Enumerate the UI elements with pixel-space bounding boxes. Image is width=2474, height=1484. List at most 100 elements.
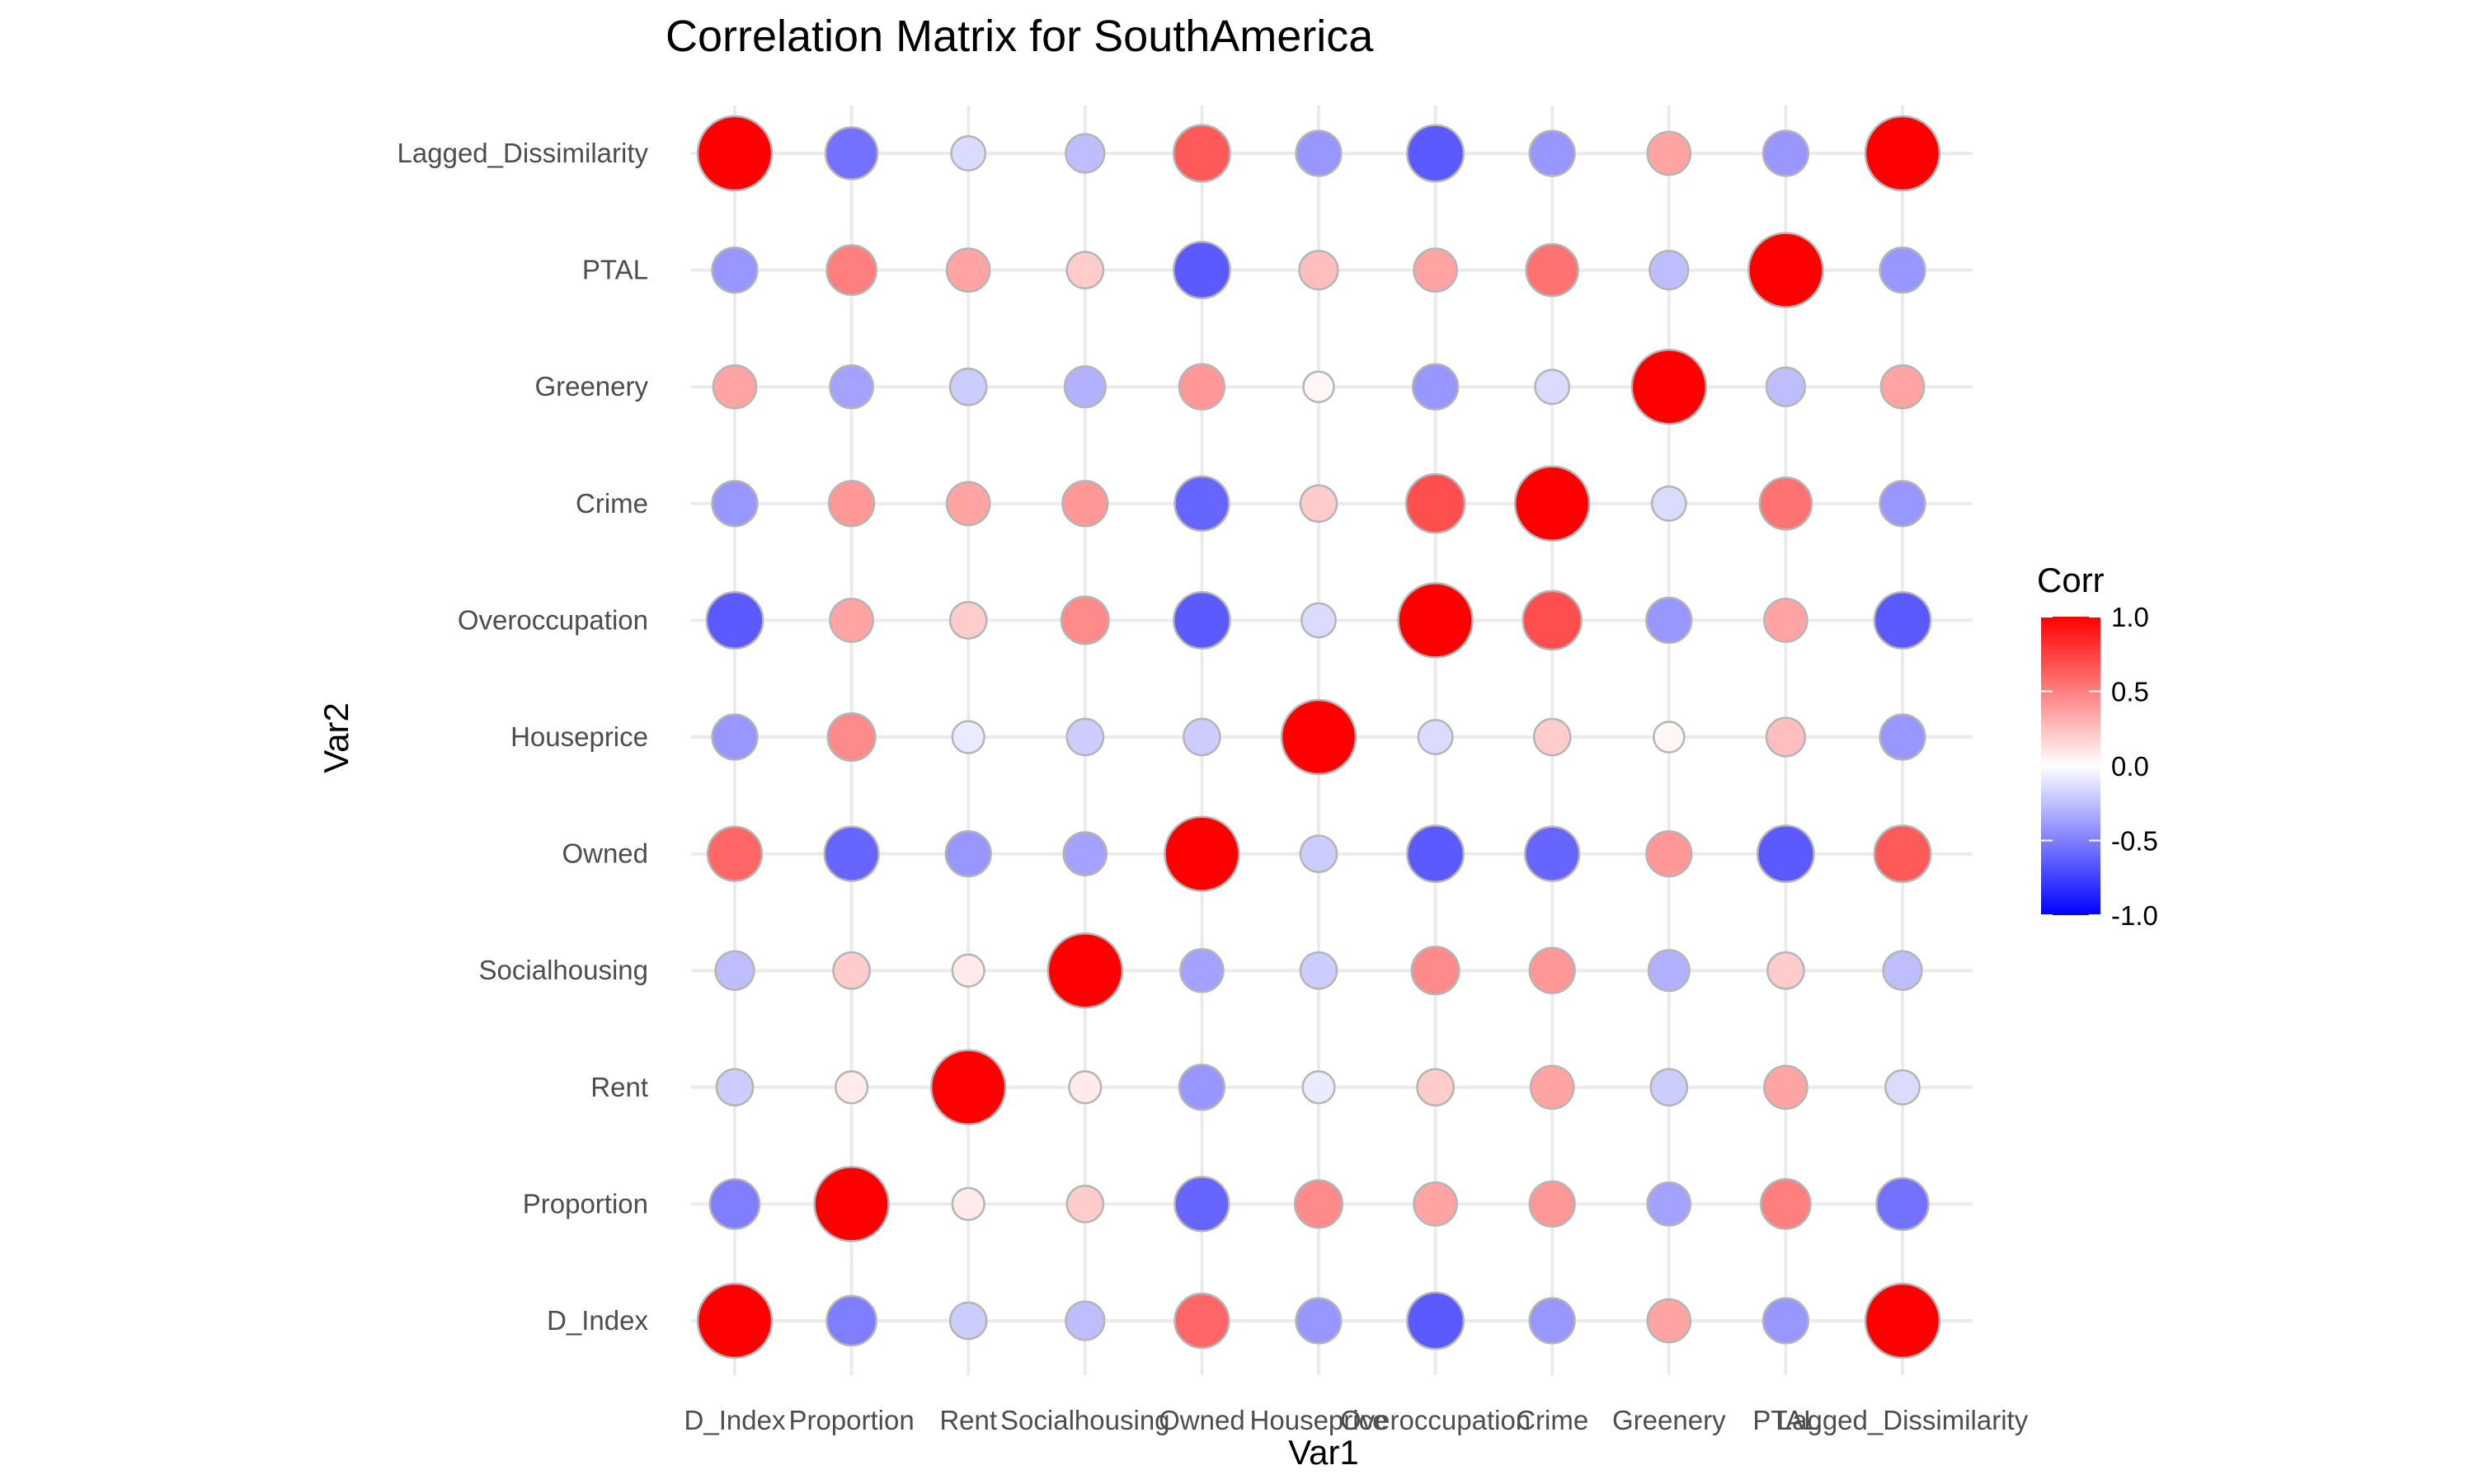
x-axis-title: Var1 <box>1288 1433 1359 1472</box>
corr-point-Proportion-PTAL <box>825 244 877 296</box>
correlation-points <box>696 115 1941 1360</box>
corr-point-Socialhousing-Owned <box>1062 831 1108 876</box>
corr-point-Lagged_Dissimilarity-Greenery <box>1879 364 1926 410</box>
corr-point-Houseprice-PTAL <box>1298 249 1339 291</box>
corr-point-D_Index-D_Index <box>696 1282 774 1360</box>
legend-title: Corr <box>2037 561 2105 599</box>
corr-point-Greenery-Proportion <box>1646 1181 1692 1227</box>
x-tick-label: Houseprice <box>1250 1405 1388 1435</box>
x-tick-label: PTAL <box>1752 1405 1818 1435</box>
corr-point-Rent-Lagged_Dissimilarity <box>950 135 987 171</box>
color-legend: Corr 1.0 0.5 0.0 -0.5 -1.0 <box>2037 561 2158 931</box>
legend-tick-label: 0.5 <box>2111 677 2149 707</box>
legend-tick-label: -1.0 <box>2111 900 2158 931</box>
legend-tick-label: -0.5 <box>2111 826 2158 857</box>
corr-point-Owned-Greenery <box>1178 363 1226 411</box>
corr-point-Lagged_Dissimilarity-PTAL <box>1879 246 1926 294</box>
x-tick-label: Overoccupation <box>1340 1405 1531 1435</box>
corr-point-Greenery-Socialhousing <box>1647 949 1691 993</box>
corr-point-Greenery-Greenery <box>1630 348 1708 425</box>
corr-point-Rent-D_Index <box>948 1301 988 1341</box>
corr-point-PTAL-Owned <box>1756 824 1815 884</box>
corr-point-Lagged_Dissimilarity-Proportion <box>1875 1176 1930 1232</box>
corr-point-Owned-Proportion <box>1174 1176 1230 1233</box>
y-tick-label: Socialhousing <box>479 955 648 985</box>
corr-point-Lagged_Dissimilarity-Lagged_Dissimilarity <box>1864 115 1941 192</box>
corr-point-Greenery-D_Index <box>1646 1298 1692 1344</box>
y-tick-label: Rent <box>590 1072 648 1102</box>
corr-point-Houseprice-D_Index <box>1295 1297 1343 1345</box>
corr-point-Proportion-Socialhousing <box>832 951 871 990</box>
corr-point-Lagged_Dissimilarity-Crime <box>1879 480 1926 528</box>
corr-point-PTAL-Greenery <box>1765 366 1807 407</box>
corr-point-Socialhousing-Rent <box>1068 1070 1103 1105</box>
corr-point-Overoccupation-Overoccupation <box>1397 582 1474 659</box>
corr-point-Lagged_Dissimilarity-Socialhousing <box>1882 950 1923 991</box>
corr-point-Houseprice-Socialhousing <box>1299 951 1338 990</box>
corr-point-Proportion-Houseprice <box>826 711 877 763</box>
corr-point-PTAL-PTAL <box>1747 232 1824 308</box>
corr-point-Lagged_Dissimilarity-Overoccupation <box>1873 590 1932 650</box>
y-tick-label: Greenery <box>534 371 648 402</box>
corr-point-D_Index-Greenery <box>712 364 758 410</box>
corr-point-Lagged_Dissimilarity-Houseprice <box>1879 713 1926 761</box>
corr-point-Houseprice-Greenery <box>1302 370 1335 403</box>
corr-point-Lagged_Dissimilarity-D_Index <box>1864 1282 1941 1360</box>
y-tick-label: Owned <box>562 838 648 869</box>
corr-point-Socialhousing-Houseprice <box>1065 717 1105 757</box>
x-tick-label: Proportion <box>788 1405 914 1435</box>
corr-point-Rent-Proportion <box>951 1186 985 1222</box>
corr-point-Overoccupation-Owned <box>1406 824 1465 884</box>
corr-point-Crime-Socialhousing <box>1528 946 1576 994</box>
corr-point-Crime-D_Index <box>1528 1297 1576 1345</box>
corr-point-Houseprice-Proportion <box>1293 1179 1344 1229</box>
corr-point-Socialhousing-PTAL <box>1065 251 1105 289</box>
corr-point-Houseprice-Lagged_Dissimilarity <box>1295 129 1343 177</box>
corr-point-Rent-Owned <box>944 829 992 878</box>
corr-point-PTAL-Houseprice <box>1765 716 1807 758</box>
corr-point-Crime-Lagged_Dissimilarity <box>1528 129 1576 177</box>
corr-point-Rent-Socialhousing <box>951 953 985 988</box>
corr-point-D_Index-Lagged_Dissimilarity <box>696 115 774 192</box>
corr-point-Houseprice-Houseprice <box>1280 698 1357 776</box>
corr-point-Lagged_Dissimilarity-Owned <box>1873 824 1932 884</box>
corr-point-D_Index-Overoccupation <box>705 590 764 650</box>
corr-point-Socialhousing-Overoccupation <box>1060 595 1110 646</box>
corr-point-Overoccupation-PTAL <box>1413 247 1458 293</box>
corr-point-Owned-Rent <box>1178 1064 1226 1111</box>
corr-point-Crime-Proportion <box>1528 1180 1576 1228</box>
y-tick-label: D_Index <box>547 1305 648 1336</box>
corr-point-Proportion-Crime <box>827 480 876 528</box>
corr-point-PTAL-Lagged_Dissimilarity <box>1761 129 1810 177</box>
corr-point-Crime-Crime <box>1513 465 1591 542</box>
corr-point-Houseprice-Rent <box>1301 1070 1336 1105</box>
corr-point-Proportion-D_Index <box>825 1294 877 1347</box>
corr-point-D_Index-Owned <box>706 825 764 882</box>
corr-point-Greenery-Overoccupation <box>1645 596 1693 645</box>
corr-point-Rent-PTAL <box>945 247 991 293</box>
corr-point-PTAL-Socialhousing <box>1766 951 1805 990</box>
corr-point-Greenery-Rent <box>1649 1068 1689 1107</box>
corr-point-Crime-Owned <box>1524 825 1581 882</box>
corr-point-Rent-Rent <box>929 1049 1007 1126</box>
y-tick-label: Overoccupation <box>458 604 648 635</box>
corr-point-Socialhousing-Lagged_Dissimilarity <box>1065 133 1106 174</box>
corr-point-Houseprice-Crime <box>1299 484 1338 524</box>
legend-tick-label: 0.0 <box>2111 751 2149 782</box>
corr-point-Rent-Greenery <box>948 367 988 406</box>
legend-ticks: 1.0 0.5 0.0 -0.5 -1.0 <box>2041 602 2158 931</box>
x-tick-label: Owned <box>1159 1405 1245 1435</box>
x-tick-label: Socialhousing <box>1000 1405 1169 1435</box>
corr-point-PTAL-Overoccupation <box>1763 598 1808 643</box>
y-tick-label: Crime <box>576 488 648 519</box>
corr-point-Crime-PTAL <box>1525 242 1579 298</box>
y-axis-tick-labels: D_Index Proportion Rent Socialhousing Owned H… <box>397 138 649 1336</box>
corr-point-Overoccupation-Greenery <box>1411 363 1460 411</box>
corr-point-Owned-Socialhousing <box>1179 947 1225 993</box>
corr-point-Owned-Lagged_Dissimilarity <box>1172 124 1231 183</box>
corr-point-D_Index-Rent <box>715 1068 755 1107</box>
x-tick-label: D_Index <box>684 1405 786 1435</box>
corr-point-Lagged_Dissimilarity-Rent <box>1884 1068 1921 1106</box>
corr-point-Crime-Greenery <box>1534 369 1571 406</box>
